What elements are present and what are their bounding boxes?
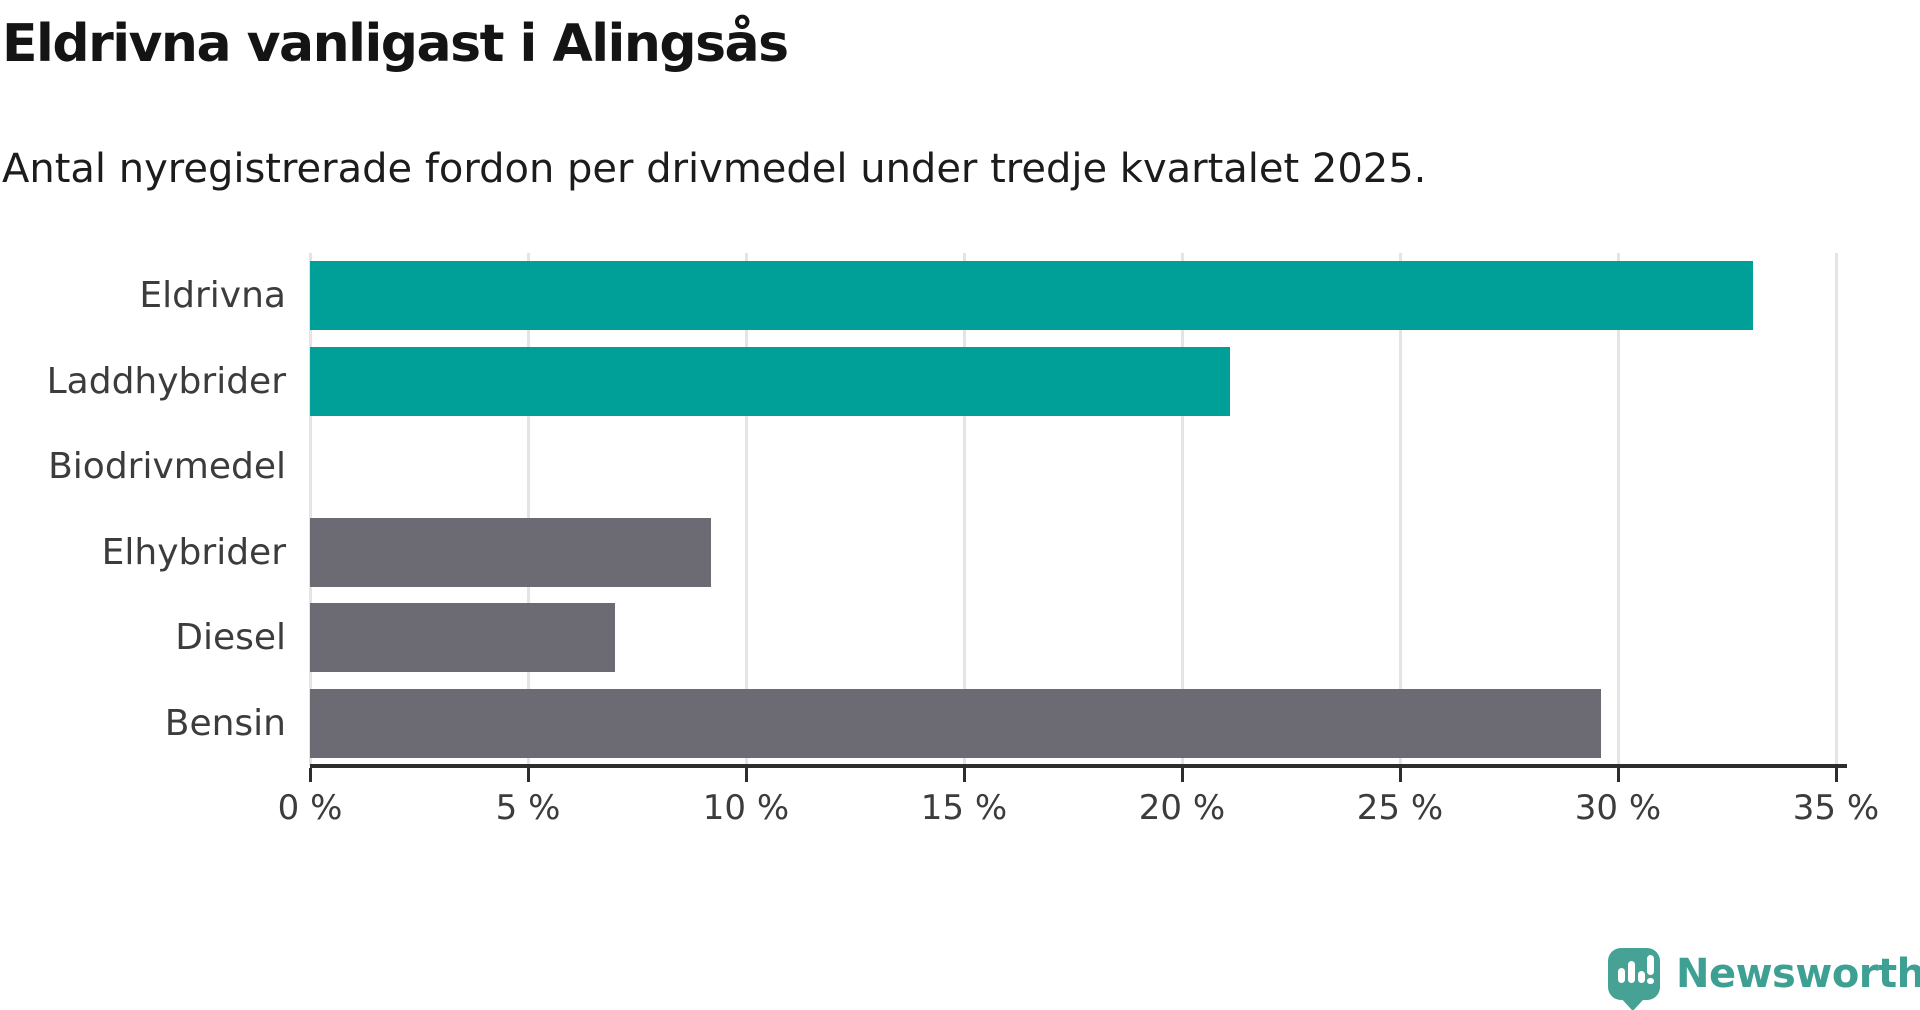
tick-label: 15 %	[920, 788, 1008, 828]
chart-subtitle: Antal nyregistrerade fordon per drivmede…	[2, 146, 1427, 192]
tick-label: 25 %	[1356, 788, 1444, 828]
bar-bensin	[310, 688, 1601, 758]
gridline	[745, 253, 748, 766]
category-label: Elhybrider	[101, 531, 286, 573]
bar-elhybrider	[310, 517, 712, 587]
x-axis-line	[310, 764, 1847, 768]
tick-label: 0 %	[277, 788, 343, 828]
x-axis-ticks: 0 % 5 % 10 % 15 % 20 % 25 % 30 % 35 %	[278, 768, 1879, 848]
category-label: Bensin	[164, 702, 286, 744]
bar-laddhybrider	[310, 346, 1230, 416]
tick-label: 30 %	[1574, 788, 1662, 828]
tick-mark	[963, 768, 966, 782]
bar-rows	[310, 253, 1836, 766]
gridline	[1617, 253, 1620, 766]
bar-glyph	[1618, 968, 1625, 983]
bar-row	[310, 339, 1836, 425]
bar-row	[310, 424, 1836, 510]
plot-area	[309, 253, 1838, 766]
bar-glyph	[1628, 961, 1635, 983]
tick-mark	[1835, 768, 1838, 782]
bar-diesel	[310, 603, 616, 672]
exclamation-bar-glyph	[1647, 955, 1654, 975]
newsworthy-icon	[1608, 948, 1660, 1010]
bar-row	[310, 681, 1836, 767]
speech-bubble-tail	[1620, 998, 1645, 1010]
bar-glyph	[1638, 971, 1645, 983]
gridline	[1835, 253, 1838, 766]
category-label: Eldrivna	[139, 275, 286, 317]
gridlines	[309, 253, 1838, 766]
category-label: Biodrivmedel	[48, 446, 286, 488]
bar-row	[310, 595, 1836, 681]
gridline	[963, 253, 966, 766]
category-label: Diesel	[175, 617, 286, 659]
bar-row	[310, 510, 1836, 596]
exclamation-dot-glyph	[1647, 978, 1654, 984]
gridline	[527, 253, 530, 766]
tick-mark	[1399, 768, 1402, 782]
tick-label: 20 %	[1138, 788, 1226, 828]
gridline	[1181, 253, 1184, 766]
bar-eldrivna	[310, 261, 1754, 330]
tick-mark	[309, 768, 312, 782]
tick-mark	[745, 768, 748, 782]
chart-title: Eldrivna vanligast i Alingsås	[2, 14, 789, 74]
category-labels: Eldrivna Laddhybrider Biodrivmedel Elhybrid…	[0, 253, 286, 766]
bar-row	[310, 253, 1836, 339]
gridline	[1399, 253, 1402, 766]
newsworthy-logo: Newsworthy	[1608, 948, 1920, 1010]
brand-name: Newsworthy	[1676, 951, 1920, 997]
tick-mark	[1617, 768, 1620, 782]
tick-label: 10 %	[702, 788, 790, 828]
gridline	[309, 253, 312, 766]
tick-label: 35 %	[1792, 788, 1880, 828]
tick-label: 5 %	[495, 788, 561, 828]
category-label: Laddhybrider	[46, 360, 286, 402]
tick-mark	[527, 768, 530, 782]
tick-mark	[1181, 768, 1184, 782]
